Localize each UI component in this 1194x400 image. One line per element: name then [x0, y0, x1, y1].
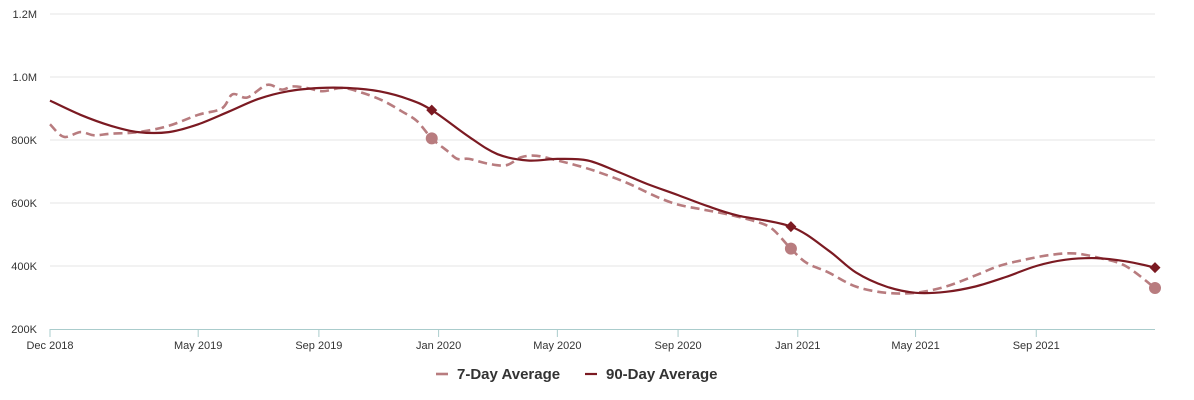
y-tick-label: 1.0M — [13, 72, 37, 84]
data-point-7-day-average[interactable] — [1149, 282, 1161, 295]
gridlines — [50, 13, 1155, 267]
data-point-90-day-average[interactable] — [1149, 262, 1161, 274]
x-tick-label: Jan 2020 — [416, 340, 461, 352]
x-tick-label: May 2020 — [533, 340, 581, 352]
y-tick-label: 800K — [11, 135, 37, 147]
x-tick-label: Jan 2021 — [775, 340, 820, 352]
y-tick-label: 200K — [11, 324, 37, 336]
legend-label: 7-Day Average — [457, 366, 560, 383]
data-point-90-day-average[interactable] — [426, 104, 438, 116]
x-axis-labels: Dec 2018 May 2019 Sep 2019 Jan 2020 May 2020… — [26, 340, 1059, 352]
y-axis-labels: 200K 400K 600K 800K 1.0M 1.2M — [11, 9, 37, 336]
x-tick-label: May 2021 — [891, 340, 939, 352]
data-point-90-day-average[interactable] — [785, 221, 797, 233]
marker-group — [425, 104, 1161, 295]
x-tick-label: Dec 2018 — [26, 340, 73, 352]
x-tick-label: Sep 2020 — [655, 340, 702, 352]
y-tick-label: 400K — [11, 261, 37, 273]
data-point-7-day-average[interactable] — [425, 132, 438, 145]
legend-item[interactable]: 90-Day Average — [585, 366, 717, 383]
data-point-7-day-average[interactable] — [784, 242, 797, 255]
x-axis-ticks — [49, 329, 1037, 337]
y-tick-label: 1.2M — [13, 9, 37, 21]
x-tick-label: May 2019 — [174, 340, 222, 352]
legend-item[interactable]: 7-Day Average — [436, 366, 560, 383]
x-tick-label: Sep 2019 — [295, 340, 342, 352]
y-tick-label: 600K — [11, 198, 37, 210]
series-group — [49, 83, 1156, 295]
x-tick-label: Sep 2021 — [1013, 340, 1060, 352]
series-line-7-day-average — [49, 83, 1156, 295]
legend: 7-Day Average 90-Day Average — [436, 366, 717, 383]
series-line-90-day-average — [49, 86, 1156, 295]
legend-label: 90-Day Average — [606, 366, 717, 383]
